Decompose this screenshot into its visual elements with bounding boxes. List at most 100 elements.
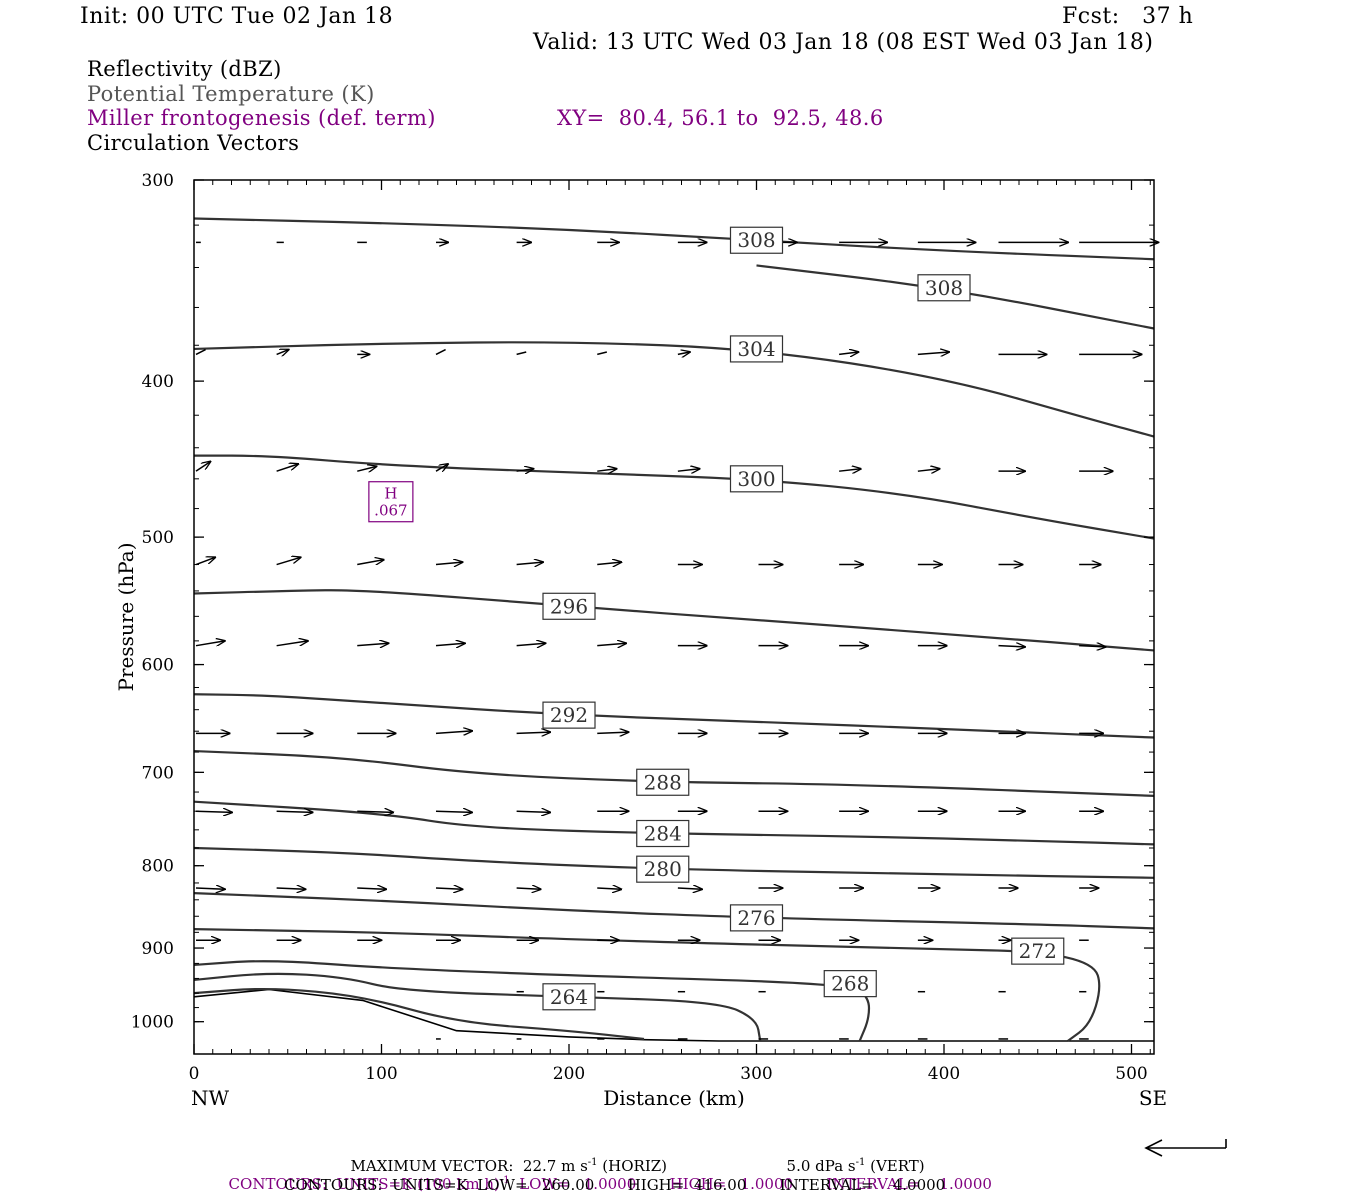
theta-contour-288 [193, 749, 1155, 798]
y-axis-title: Pressure (hPa) [114, 543, 138, 692]
contour-label-296: 296 [542, 592, 596, 620]
contour-label-276: 276 [729, 904, 784, 932]
y-tick-label: 300 [142, 171, 174, 191]
circulation-vector [195, 811, 232, 812]
contour-label-text: 288 [644, 770, 682, 794]
contour-label-304: 304 [729, 335, 784, 363]
x-tick-label: 200 [553, 1064, 585, 1084]
circulation-vector [195, 348, 206, 356]
contour-label-264: 264 [542, 983, 596, 1011]
circulation-vector [357, 888, 386, 889]
contour-label-272: 272 [1011, 937, 1065, 965]
max-vector-exp: -1 [587, 1157, 598, 1168]
contour-label-text: 304 [737, 337, 775, 361]
theta-contour-276 [193, 892, 1155, 930]
contour-label-text: 280 [644, 857, 682, 881]
y-tick-label: 400 [142, 372, 174, 392]
y-tick-label: 900 [142, 939, 174, 959]
theta-contour-304 [193, 341, 1155, 438]
circulation-vector [677, 469, 700, 471]
contour-info-theta: CONTOURS: UNITS=K LOW= 260.00 HIGH= 416.… [284, 1176, 946, 1194]
contour-label-text: 272 [1019, 939, 1057, 963]
circulation-vector [195, 888, 225, 889]
max-marker-value: .067 [374, 502, 407, 520]
cross-section-endpoints: XY= 80.4, 56.1 to 92.5, 48.6 [557, 106, 884, 130]
circulation-vector [677, 888, 702, 889]
contour-label-box [542, 701, 596, 729]
y-tick-label: 800 [142, 857, 174, 877]
max-vector-vert-text: 5.0 dPa s [786, 1157, 856, 1175]
circulation-vector [516, 469, 534, 471]
frontogenesis-max-marker: H.067 [368, 481, 414, 523]
theta-contour-280 [193, 846, 1155, 879]
circulation-vector [435, 348, 446, 356]
contour-label-284: 284 [636, 819, 690, 848]
terrain-line [193, 988, 1154, 1042]
contour-label-308: 308 [917, 274, 971, 302]
circulation-vector [516, 811, 551, 812]
y-tick-label: 700 [142, 763, 174, 783]
contour-label-box [542, 592, 596, 620]
circulation-vector [597, 732, 628, 733]
plot-frame [193, 179, 1155, 1055]
contour-label-text: 268 [831, 972, 869, 996]
reference-vector-arrow [1144, 1139, 1227, 1157]
valid-time: Valid: 13 UTC Wed 03 Jan 18 (08 EST Wed … [533, 30, 1154, 55]
circulation-vector [839, 352, 858, 354]
circulation-vector [516, 351, 527, 356]
contour-label-text: 284 [644, 822, 682, 846]
circulation-vector [839, 469, 861, 471]
contour-label-288: 288 [636, 768, 690, 796]
circulation-vector [435, 562, 462, 564]
contour-label-292: 292 [542, 701, 596, 729]
x-tick-label: 400 [928, 1064, 960, 1084]
circulation-vector [435, 811, 472, 812]
contour-label-268: 268 [823, 970, 877, 998]
circulation-vector [435, 464, 448, 471]
contour-label-300: 300 [729, 465, 784, 493]
y-tick-label: 600 [142, 656, 174, 676]
max-vector-vert-unit: (VERT) [865, 1157, 925, 1175]
y-tick-label: 500 [142, 528, 174, 548]
circulation-vector [276, 888, 306, 889]
field-circulation: Circulation Vectors [87, 131, 300, 155]
contour-info-a: CONTOURS: UNITS=K (100 km h) [228, 1175, 500, 1193]
circulation-vector [276, 641, 308, 647]
field-theta: Potential Temperature (K) [87, 82, 375, 106]
contour-label-box [729, 465, 784, 493]
x-tick-label: 500 [1115, 1064, 1147, 1084]
circulation-vector [357, 811, 393, 812]
theta-contour-260 [193, 987, 645, 1041]
circulation-vector [516, 562, 543, 564]
contour-label-box [917, 274, 971, 302]
circulation-vector [276, 811, 313, 812]
x-axis-title: Distance (km) [603, 1086, 745, 1110]
contour-label-308: 308 [729, 226, 784, 254]
contour-label-box [729, 904, 784, 932]
x-tick-label: 300 [740, 1064, 772, 1084]
x-tick-label: 100 [365, 1064, 397, 1084]
contour-info-exp: -1 [499, 1175, 510, 1186]
max-marker-letter: H [384, 485, 397, 503]
max-marker-box [368, 481, 414, 523]
circulation-vector [195, 641, 225, 647]
circulation-vector [435, 731, 472, 733]
circulation-vector [516, 643, 546, 645]
theta-contour-268 [193, 960, 871, 1042]
contour-label-box [1011, 937, 1065, 965]
circulation-vector [917, 352, 949, 354]
circulation-vector [195, 557, 215, 566]
contour-label-text: 300 [737, 467, 775, 491]
x-end-label-se: SE [1139, 1086, 1167, 1110]
contour-label-text: 264 [550, 985, 588, 1009]
init-time: Init: 00 UTC Tue 02 Jan 18 [80, 4, 394, 29]
forecast-hour: Fcst: 37 h [1062, 4, 1194, 29]
max-vector-text: MAXIMUM VECTOR: 22.7 m s [350, 1157, 588, 1175]
theta-contour-300 [194, 454, 1155, 540]
contour-label-box [636, 855, 690, 883]
contour-label-text: 292 [550, 703, 588, 727]
y-tick-label: 1000 [131, 1013, 174, 1033]
circulation-vector [917, 469, 940, 471]
circulation-vector [597, 643, 626, 645]
max-vector-vert-exp: -1 [855, 1157, 866, 1168]
